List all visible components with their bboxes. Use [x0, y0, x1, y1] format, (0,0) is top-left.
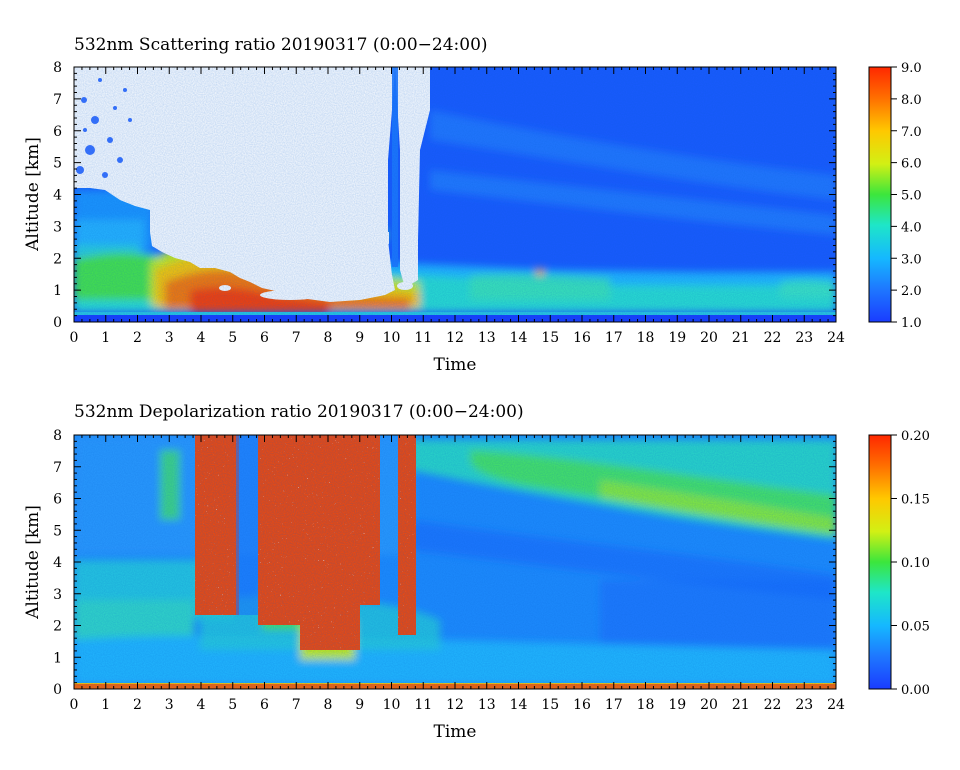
scattering-x-tick-label: 24	[827, 330, 845, 346]
scattering-x-tick-label: 20	[700, 330, 718, 346]
depolarization-colorbar-tick-label: 0.10	[901, 556, 930, 571]
depolarization-y-tick-label: 8	[53, 428, 62, 444]
depolarization-x-tick-label: 13	[478, 697, 496, 713]
scattering-y-tick-label: 3	[53, 219, 62, 235]
depolarization-colorbar-tick-label: 0.00	[901, 683, 930, 698]
depolarization-x-tick-label: 0	[70, 697, 79, 713]
scattering-colorbar-tick-label: 2.0	[901, 284, 922, 299]
depolarization-x-tick-label: 19	[668, 697, 686, 713]
scattering-y-tick-label: 0	[53, 315, 62, 331]
scattering-y-tick-label: 5	[53, 156, 62, 172]
depolarization-y-tick-label: 4	[53, 555, 62, 571]
scattering-y-tick-label: 6	[53, 124, 62, 140]
depolarization-x-tick-label: 17	[605, 697, 623, 713]
depolarization-x-tick-label: 5	[228, 697, 237, 713]
scattering-colorbar-tick-label: 4.0	[901, 220, 922, 235]
depolarization-chart-title: 532nm Depolarization ratio 20190317 (0:0…	[74, 402, 524, 422]
scattering-x-tick-label: 1	[101, 330, 110, 346]
depolarization-y-tick-label: 6	[53, 492, 62, 508]
depolarization-heatmap	[74, 435, 836, 689]
scattering-x-tick-label: 21	[732, 330, 750, 346]
depolarization-ratio-panel: 532nm Depolarization ratio 20190317 (0:0…	[23, 402, 930, 742]
scattering-x-axis-label: Time	[434, 355, 477, 375]
depolarization-x-tick-label: 20	[700, 697, 718, 713]
scattering-y-tick-label: 8	[53, 60, 62, 76]
scattering-y-tick-label: 7	[53, 92, 62, 108]
depolarization-x-tick-label: 11	[414, 697, 432, 713]
depolarization-x-tick-label: 16	[573, 697, 591, 713]
depolarization-x-axis-label: Time	[434, 722, 477, 742]
depolarization-y-axis-label: Altitude [km]	[23, 505, 43, 620]
depolarization-x-tick-label: 6	[260, 697, 269, 713]
depolarization-x-tick-label: 8	[324, 697, 333, 713]
scattering-x-tick-label: 0	[70, 330, 79, 346]
depolarization-x-tick-label: 21	[732, 697, 750, 713]
depolarization-x-tick-label: 10	[383, 697, 401, 713]
scattering-colorbar-tick-label: 9.0	[901, 61, 922, 76]
scattering-heatmap	[74, 67, 836, 322]
scattering-colorbar-tick-label: 8.0	[901, 93, 922, 108]
depolarization-x-tick-label: 12	[446, 697, 464, 713]
depolarization-x-tick-label: 22	[764, 697, 782, 713]
scattering-colorbar-tick-label: 3.0	[901, 252, 922, 267]
scattering-y-tick-label: 2	[53, 251, 62, 267]
scattering-x-tick-label: 16	[573, 330, 591, 346]
scattering-x-tick-label: 18	[637, 330, 655, 346]
scattering-colorbar-tick-label: 5.0	[901, 189, 922, 204]
depolarization-x-tick-label: 4	[197, 697, 206, 713]
scattering-y-axis-label: Altitude [km]	[23, 137, 43, 252]
scattering-colorbar-tick-label: 6.0	[901, 157, 922, 172]
depolarization-y-tick-label: 1	[53, 650, 62, 666]
depolarization-x-tick-label: 18	[637, 697, 655, 713]
scattering-colorbar: 1.0 2.0 3.0 4.0 5.0 6.0 7.0 8.0 9.0	[868, 61, 922, 331]
depolarization-x-tick-label: 1	[101, 697, 110, 713]
depolarization-colorbar-tick-label: 0.15	[901, 493, 930, 508]
depolarization-y-tick-label: 3	[53, 587, 62, 603]
scattering-x-tick-label: 8	[324, 330, 333, 346]
scattering-colorbar-tick-label: 7.0	[901, 125, 922, 140]
scattering-x-tick-label: 14	[510, 330, 528, 346]
scattering-x-tick-label: 11	[414, 330, 432, 346]
depolarization-x-tick-label: 23	[795, 697, 813, 713]
scattering-x-tick-label: 19	[668, 330, 686, 346]
scattering-y-tick-label: 1	[53, 283, 62, 299]
depolarization-colorbar-tick-label: 0.05	[901, 620, 930, 635]
scattering-x-tick-label: 6	[260, 330, 269, 346]
depolarization-y-axis: 0 1 2 3 4 5 6 7 8	[53, 428, 836, 698]
scattering-x-axis: 0 1 2 3 4 5 6 7 8 9 10 11 12 13 14 15 16 17 18 19 20 21 22 23 24	[70, 67, 845, 346]
scattering-x-tick-label: 7	[292, 330, 301, 346]
depolarization-colorbar-tick-label: 0.20	[901, 429, 930, 444]
scattering-x-tick-label: 12	[446, 330, 464, 346]
depolarization-y-tick-label: 7	[53, 460, 62, 476]
scattering-x-tick-label: 23	[795, 330, 813, 346]
depolarization-x-axis: 0 1 2 3 4 5 6 7 8 9 10 11 12 13 14 15 16 17 18 19 20 21 22 23 24	[70, 435, 845, 713]
depolarization-colorbar: 0.00 0.05 0.10 0.15 0.20	[868, 429, 930, 698]
scattering-x-tick-label: 10	[383, 330, 401, 346]
scattering-chart-title: 532nm Scattering ratio 20190317 (0:00−24…	[74, 35, 488, 55]
scattering-y-axis: 0 1 2 3 4 5 6 7 8	[53, 60, 836, 331]
scattering-x-tick-label: 13	[478, 330, 496, 346]
depolarization-y-tick-label: 2	[53, 619, 62, 635]
scattering-x-tick-label: 4	[197, 330, 206, 346]
depolarization-x-tick-label: 2	[133, 697, 142, 713]
depolarization-x-tick-label: 3	[165, 697, 174, 713]
depolarization-y-tick-label: 0	[53, 682, 62, 698]
scattering-x-tick-label: 9	[355, 330, 364, 346]
depolarization-x-tick-label: 15	[541, 697, 559, 713]
depolarization-x-tick-label: 24	[827, 697, 845, 713]
scattering-ratio-panel: 532nm Scattering ratio 20190317 (0:00−24…	[23, 35, 922, 375]
depolarization-y-tick-label: 5	[53, 523, 62, 539]
depolarization-x-tick-label: 7	[292, 697, 301, 713]
scattering-x-tick-label: 5	[228, 330, 237, 346]
scattering-colorbar-tick-label: 1.0	[901, 316, 922, 331]
scattering-y-tick-label: 4	[53, 188, 62, 204]
scattering-x-tick-label: 17	[605, 330, 623, 346]
depolarization-x-tick-label: 9	[355, 697, 364, 713]
scattering-x-tick-label: 3	[165, 330, 174, 346]
scattering-x-tick-label: 15	[541, 330, 559, 346]
scattering-x-tick-label: 2	[133, 330, 142, 346]
scattering-x-tick-label: 22	[764, 330, 782, 346]
depolarization-x-tick-label: 14	[510, 697, 528, 713]
